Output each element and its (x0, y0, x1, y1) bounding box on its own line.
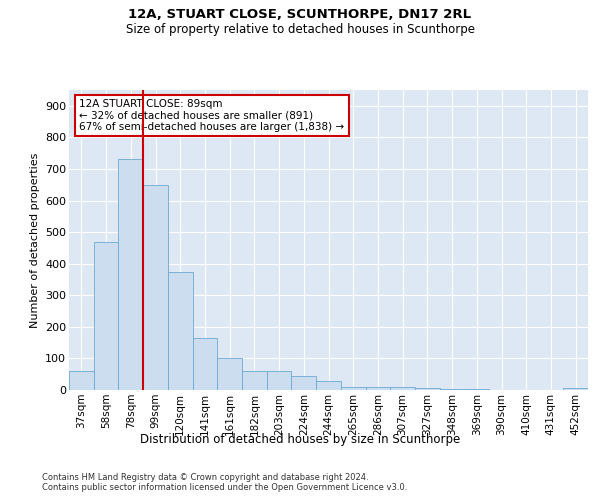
Text: Distribution of detached houses by size in Scunthorpe: Distribution of detached houses by size … (140, 432, 460, 446)
Bar (193, 338, 217, 390)
Bar (217, 358, 242, 390)
Text: Contains public sector information licensed under the Open Government Licence v3: Contains public sector information licen… (42, 482, 407, 492)
Bar (168, 272, 193, 390)
Bar (390, 388, 415, 390)
Bar (341, 387, 365, 390)
Bar (143, 184, 168, 390)
Bar (415, 388, 440, 390)
Bar (94, 242, 118, 390)
Bar (292, 376, 316, 390)
Bar (316, 380, 341, 390)
Bar (242, 371, 267, 390)
Y-axis label: Number of detached properties: Number of detached properties (29, 152, 40, 328)
Bar (365, 387, 390, 390)
Text: 12A STUART CLOSE: 89sqm
← 32% of detached houses are smaller (891)
67% of semi-d: 12A STUART CLOSE: 89sqm ← 32% of detache… (79, 99, 344, 132)
Bar (118, 160, 143, 390)
Text: 12A, STUART CLOSE, SCUNTHORPE, DN17 2RL: 12A, STUART CLOSE, SCUNTHORPE, DN17 2RL (128, 8, 472, 20)
Bar (267, 371, 292, 390)
Bar (69, 371, 94, 390)
Bar (563, 388, 588, 390)
Bar (440, 388, 464, 390)
Text: Contains HM Land Registry data © Crown copyright and database right 2024.: Contains HM Land Registry data © Crown c… (42, 472, 368, 482)
Text: Size of property relative to detached houses in Scunthorpe: Size of property relative to detached ho… (125, 22, 475, 36)
